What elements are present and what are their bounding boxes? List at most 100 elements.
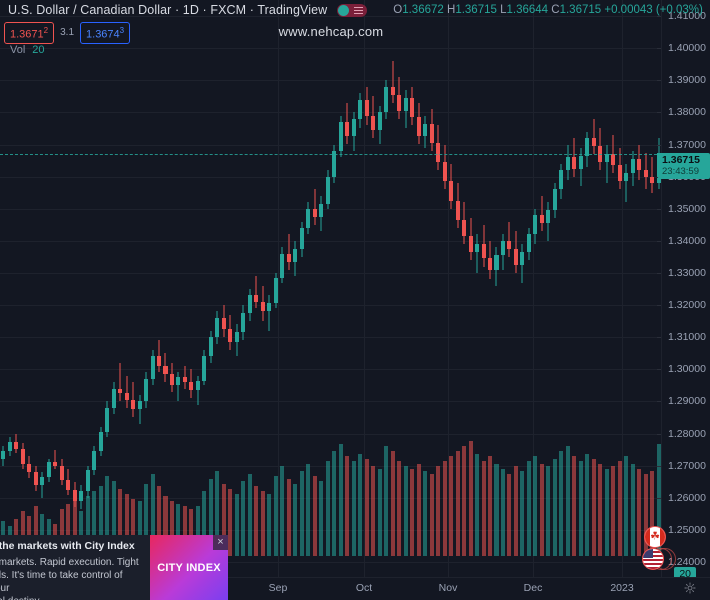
toggle-knob (338, 4, 350, 16)
current-price-line (0, 153, 662, 155)
series-visibility-toggle[interactable] (337, 3, 368, 17)
candle-body (241, 313, 246, 333)
ohlc-change-value: +0.00043 (+0.03%) (604, 4, 703, 16)
grid-line-horizontal (0, 48, 662, 50)
bar-countdown: 23:43:59 (662, 165, 699, 177)
candle-body (371, 115, 376, 131)
price-tick: 1.32000 (657, 299, 710, 311)
volume-bar (630, 463, 635, 556)
volume-bar (624, 456, 629, 556)
volume-bar (254, 486, 259, 556)
ad-line-3: cial destiny. (0, 595, 144, 600)
candle-body (578, 155, 583, 169)
candle-body (468, 236, 473, 253)
candlestick-bar (475, 0, 480, 578)
volume-bar (546, 466, 551, 556)
grid-line-horizontal (0, 208, 662, 210)
volume-bar (494, 463, 499, 556)
chart-plot-area[interactable] (0, 0, 662, 578)
volume-value: 20 (32, 44, 45, 56)
candlestick-bar (92, 0, 97, 578)
volume-bar (144, 483, 149, 556)
candle-body (144, 378, 149, 402)
candlestick-bar (520, 0, 525, 578)
close-icon[interactable]: × (213, 535, 228, 550)
candle-body (247, 295, 252, 314)
candle-wick (41, 472, 43, 498)
candle-wick (392, 61, 394, 103)
candle-body (351, 118, 356, 137)
grid-line-vertical (622, 0, 623, 578)
volume-bar (267, 493, 272, 556)
volume-bar (559, 451, 564, 556)
candlestick-bar (163, 0, 168, 578)
candle-body (487, 258, 492, 270)
currency-flag-stack[interactable]: ☘ (638, 526, 678, 572)
candlestick-bar (85, 0, 90, 578)
bid-price-box[interactable]: 1.36712 (4, 22, 55, 44)
ad-logo[interactable]: CITY INDEX × (150, 535, 228, 600)
price-tick: 1.40000 (657, 42, 710, 54)
volume-bar (221, 483, 226, 556)
candlestick-bar (98, 0, 103, 578)
canada-flag-icon[interactable]: ☘ (644, 526, 666, 548)
candle-body (630, 158, 635, 174)
candle-body (319, 203, 324, 217)
candle-body (410, 97, 415, 118)
volume-bar (423, 471, 428, 556)
volume-bar (468, 441, 473, 556)
candlestick-bar (241, 0, 246, 578)
candlestick-bar (410, 0, 415, 578)
time-tick: Oct (355, 582, 373, 594)
candle-wick (119, 362, 121, 402)
volume-bar (59, 508, 64, 556)
candlestick-bar (358, 0, 363, 578)
volume-bar (118, 488, 123, 556)
ohlc-high-value: 1.36715 (455, 4, 497, 16)
candlestick-bar (487, 0, 492, 578)
candlestick-bar (384, 0, 389, 578)
ohlc-close-value: 1.36715 (559, 4, 602, 16)
volume-bar (390, 451, 395, 556)
candle-body (416, 117, 421, 137)
candle-wick (126, 375, 128, 408)
candlestick-bar (624, 0, 629, 578)
candlestick-bar (578, 0, 583, 578)
candlestick-bar (1, 0, 6, 578)
time-tick: Nov (438, 582, 458, 594)
maple-leaf-glyph: ☘ (650, 530, 660, 543)
candle-body (85, 470, 90, 492)
ask-price-box[interactable]: 1.36743 (80, 22, 131, 44)
candlestick-bar (299, 0, 304, 578)
candlestick-bar (40, 0, 45, 578)
candle-body (59, 465, 64, 481)
volume-bar (565, 446, 570, 556)
volume-bar (189, 508, 194, 556)
price-axis[interactable]: 1.410001.400001.390001.380001.370001.360… (657, 0, 710, 581)
volume-bar (208, 478, 213, 556)
symbol-title[interactable]: U.S. Dollar / Canadian Dollar · 1D · FXC… (8, 3, 328, 17)
candle-body (66, 480, 71, 490)
gear-icon[interactable] (684, 582, 696, 594)
current-price-badge[interactable]: 1.36715 23:43:59 (658, 152, 710, 179)
candle-body (267, 303, 272, 312)
candle-body (299, 227, 304, 249)
candle-wick (132, 382, 134, 418)
candlestick-bar (59, 0, 64, 578)
volume-legend[interactable]: Vol 20 (10, 44, 45, 56)
candle-body (377, 112, 382, 131)
volume-bar (85, 496, 90, 556)
candlestick-bar (144, 0, 149, 578)
candle-body (455, 200, 460, 220)
volume-bar (397, 461, 402, 556)
volume-bar (111, 481, 116, 556)
volume-bar (241, 481, 246, 556)
candle-body (189, 382, 194, 391)
advertisement-overlay[interactable]: e the markets with City Index + markets.… (0, 535, 228, 600)
candle-body (273, 277, 278, 304)
candlestick-bar (423, 0, 428, 578)
usa-flag-icon[interactable] (642, 548, 664, 570)
volume-bar (520, 471, 525, 556)
volume-bar (539, 463, 544, 556)
